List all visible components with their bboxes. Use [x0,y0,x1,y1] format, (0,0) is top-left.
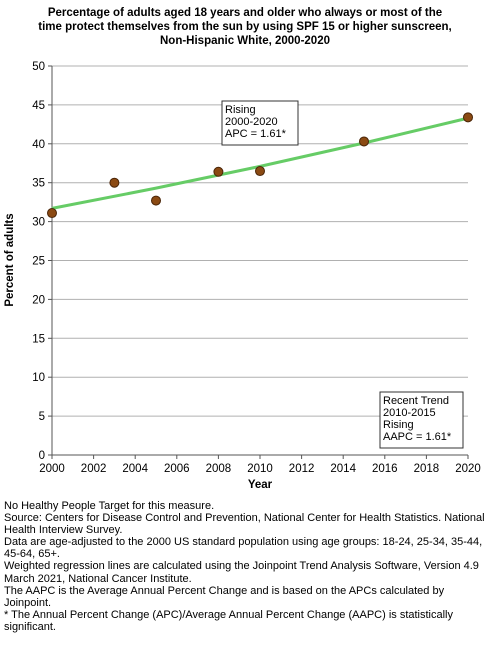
annotation-line: AAPC = 1.61* [383,431,452,443]
x-tick-label: 2012 [289,463,315,475]
x-tick-label: 2000 [39,463,65,475]
data-point [255,166,265,177]
y-tick-label: 25 [32,256,45,268]
y-tick-label: 35 [32,178,45,190]
chart-title: Percentage of adults aged 18 years and o… [38,7,451,47]
annotation-line: 2000-2020 [225,116,278,128]
chart: Percentage of adults aged 18 years and o… [4,7,481,491]
x-tick-label: 2020 [455,463,481,475]
footnote-regression: Weighted regression lines are calculated… [4,560,479,585]
y-tick-label: 15 [32,333,45,345]
data-points [47,112,473,219]
data-point [47,208,57,219]
annotation-line: Recent Trend [383,395,449,407]
footnote-source: Source: Centers for Disease Control and … [4,512,485,537]
data-point [463,112,473,123]
y-tick-label: 45 [32,100,45,112]
y-tick-label: 50 [32,61,45,73]
y-tick-label: 30 [32,217,45,229]
annotation-line: Rising [383,419,414,431]
chart-title-line: Non-Hispanic White, 2000-2020 [160,35,330,47]
footnote-significance: * The Annual Percent Change (APC)/Averag… [4,608,454,633]
footnotes: No Healthy People Target for this measur… [4,500,488,633]
x-tick-label: 2016 [372,463,398,475]
y-tick-label: 20 [32,294,45,306]
footnote-target: No Healthy People Target for this measur… [4,500,215,512]
data-point [213,166,224,177]
footnote-aapc: The AAPC is the Average Annual Percent C… [4,584,445,609]
annotation-box [221,100,299,146]
data-point [359,136,369,147]
y-axis-label: Percent of adults [4,213,16,306]
y-axis-ticks: 0 5 10 15 20 25 30 35 40 45 50 [32,61,52,462]
x-tick-label: 2004 [122,463,148,475]
annotation-box [379,391,464,449]
chart-title-line: time protect themselves from the sun by … [38,21,451,33]
x-tick-label: 2006 [164,463,190,475]
y-tick-label: 10 [32,372,45,384]
chart-title-line: Percentage of adults aged 18 years and o… [48,7,442,19]
footnote-age-adjustment: Data are age-adjusted to the 2000 US sta… [4,536,483,561]
x-tick-label: 2010 [247,463,273,475]
x-axis-ticks: 2000 2002 2004 2006 2008 2010 2012 2014 2016 2018… [39,455,481,475]
x-axis-label: Year [248,479,273,491]
annotation-line: Rising [225,104,256,116]
y-tick-label: 40 [32,139,45,151]
x-tick-label: 2014 [330,463,356,475]
data-point [109,177,120,188]
x-tick-label: 2008 [206,463,232,475]
y-tick-label: 0 [39,450,45,462]
annotation-line: APC = 1.61* [225,128,287,140]
x-tick-label: 2018 [414,463,440,475]
y-tick-label: 5 [39,411,45,423]
annotation-line: 2010-2015 [383,407,436,419]
data-point [151,195,161,206]
x-tick-label: 2002 [81,463,107,475]
